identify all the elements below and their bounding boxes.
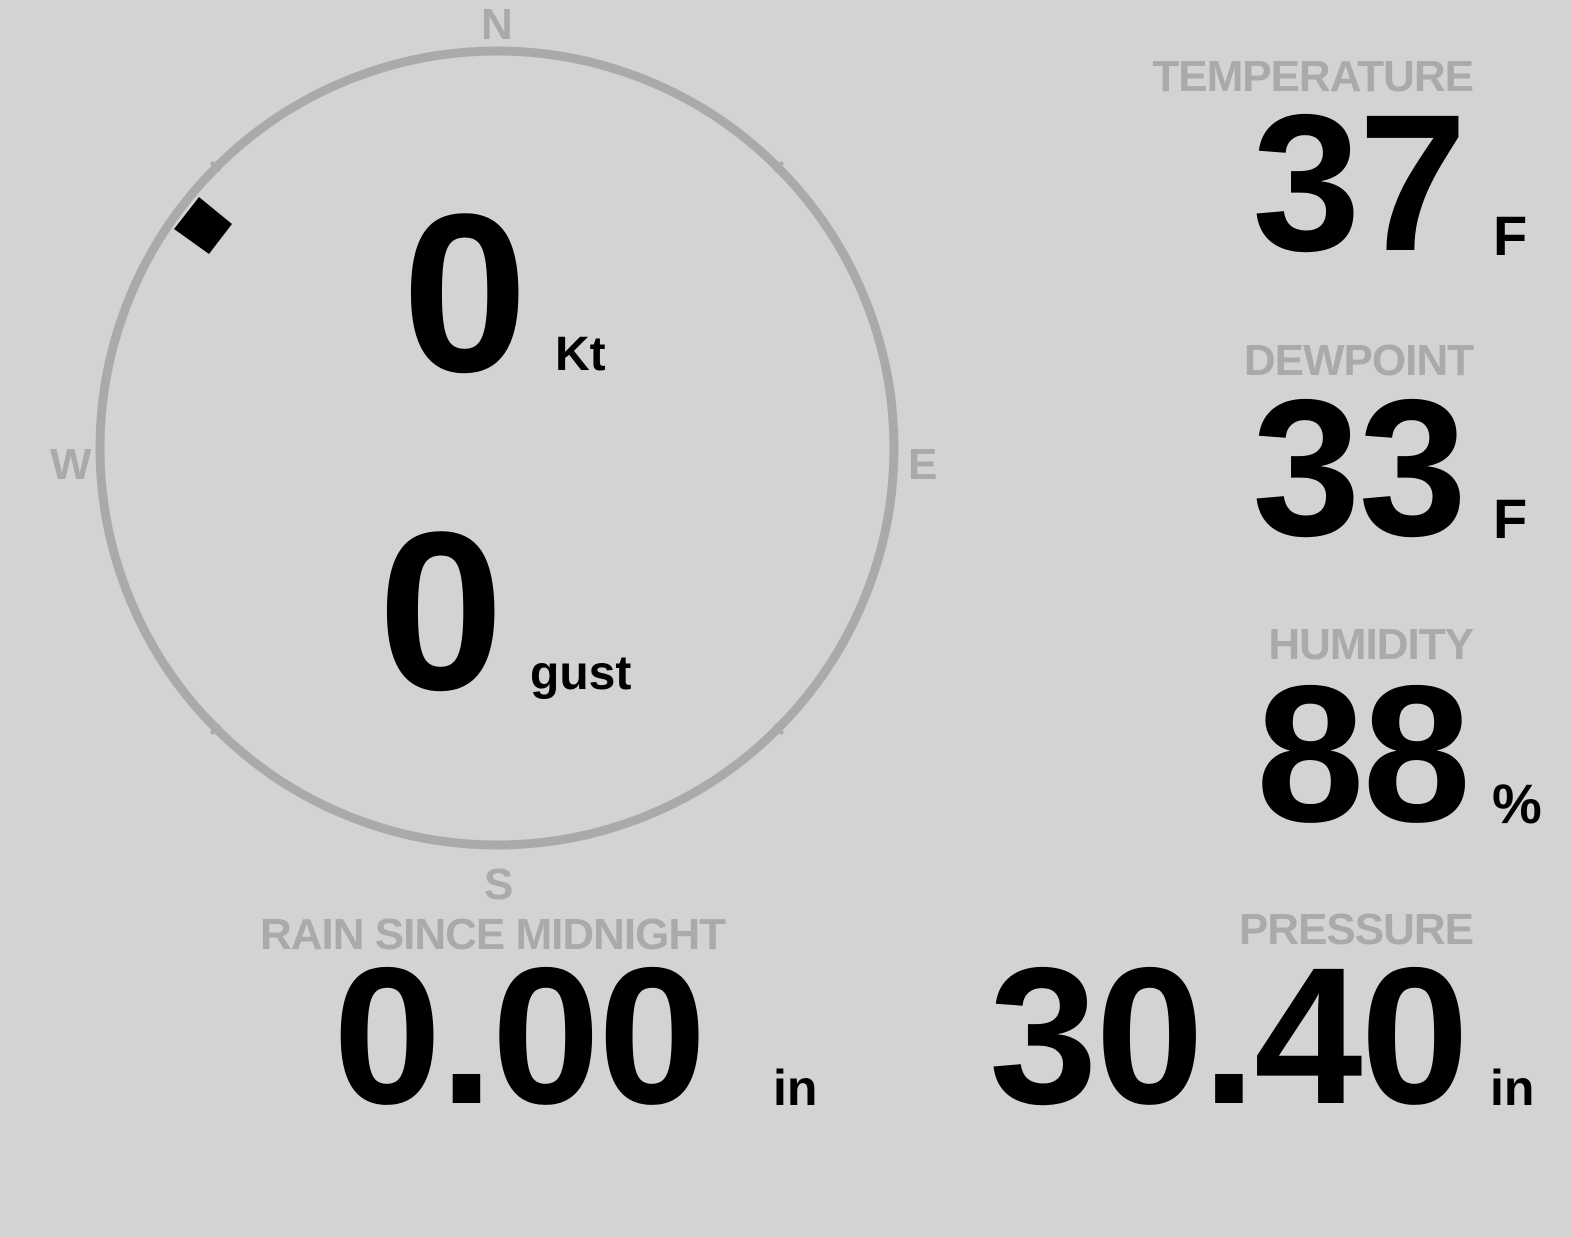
pressure-unit: in [1490,1060,1535,1116]
compass-tick [772,160,785,173]
pressure-value: 30.40 [989,927,1469,1145]
humidity-label: HUMIDITY [1268,620,1474,669]
dewpoint-value: 33 [1252,359,1467,577]
compass-tick [772,723,785,736]
compass-tick [209,160,222,173]
temperature-label: TEMPERATURE [1152,52,1474,101]
compass-north-label: N [481,0,513,49]
wind-direction-marker [174,197,232,254]
rain-value: 0.00 [333,927,707,1145]
pressure-label: PRESSURE [1238,905,1474,954]
rain-unit: in [773,1060,818,1116]
dewpoint-unit: F [1493,487,1528,550]
wind-gust-value: 0 [378,484,504,737]
temperature-unit: F [1493,204,1528,267]
rain-label: RAIN SINCE MIDNIGHT [260,910,726,959]
compass-south-label: S [484,860,514,909]
compass-east-label: E [908,440,938,489]
humidity-unit: % [1492,772,1542,835]
wind-speed-value: 0 [402,166,528,419]
compass-ring [95,46,899,850]
wind-speed-unit: Kt [555,328,606,381]
humidity-value: 88 [1256,645,1471,863]
dewpoint-label: DEWPOINT [1243,336,1474,385]
compass-west-label: W [50,440,92,489]
wind-gust-unit: gust [530,647,632,700]
compass-tick [209,723,222,736]
temperature-value: 37 [1252,74,1467,292]
